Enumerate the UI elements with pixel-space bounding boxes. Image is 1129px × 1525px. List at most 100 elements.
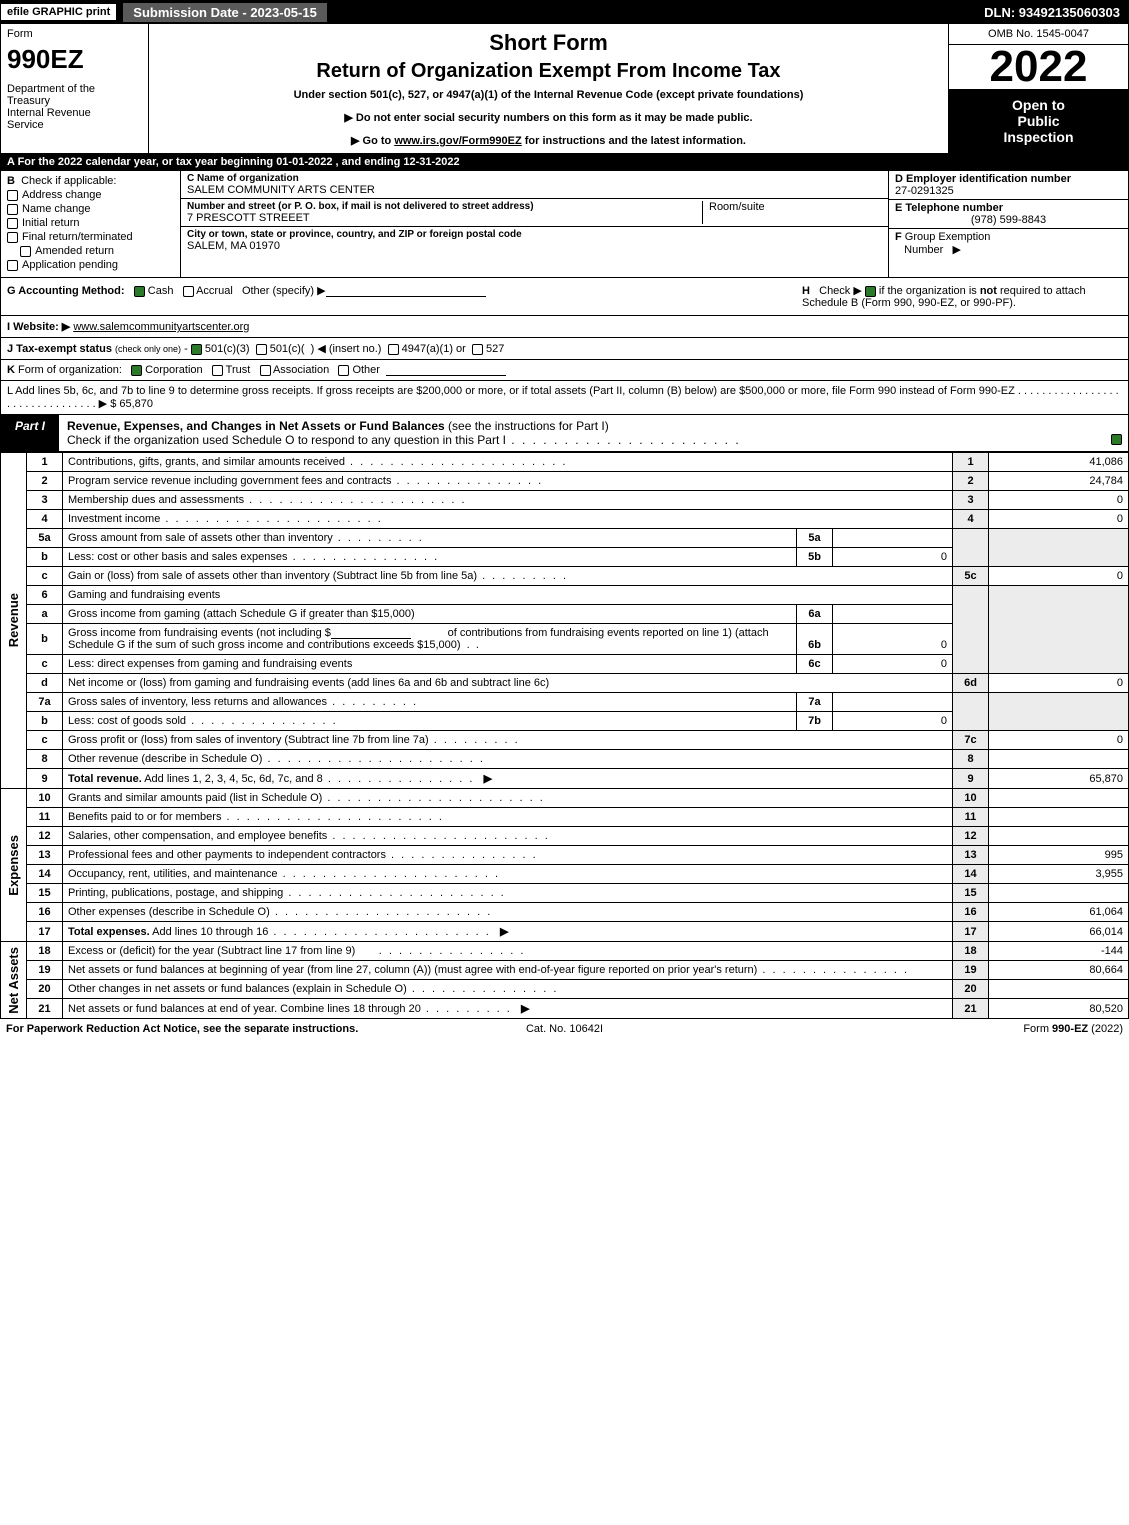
l7c-desc: Gross profit or (loss) from sales of inv… xyxy=(68,734,429,746)
l11-num: 11 xyxy=(27,808,63,827)
l1-rn: 1 xyxy=(953,453,989,472)
d-ein-value: 27-0291325 xyxy=(895,185,1122,197)
l10-rn: 10 xyxy=(953,789,989,808)
chk-part1-scheduleo[interactable] xyxy=(1111,434,1122,445)
l13-desc: Professional fees and other payments to … xyxy=(68,849,386,861)
irs-link[interactable]: www.irs.gov/Form990EZ xyxy=(394,135,521,147)
l6c-num: c xyxy=(27,655,63,674)
b-label: Check if applicable: xyxy=(21,175,116,187)
part1-tab: Part I xyxy=(1,415,59,451)
form-number: 990EZ xyxy=(7,44,142,75)
opt-address-change: Address change xyxy=(22,189,102,201)
chk-4947[interactable] xyxy=(388,344,399,355)
l5c-desc: Gain or (loss) from sale of assets other… xyxy=(68,570,477,582)
l3-desc: Membership dues and assessments xyxy=(68,494,244,506)
l18-num: 18 xyxy=(27,942,63,961)
chk-name-change[interactable] xyxy=(7,204,18,215)
l8-amt xyxy=(989,750,1129,769)
form-header: Form 990EZ Department of theTreasuryInte… xyxy=(0,24,1129,154)
l21-desc: Net assets or fund balances at end of ye… xyxy=(68,1003,421,1015)
l13-num: 13 xyxy=(27,846,63,865)
chk-amended-return[interactable] xyxy=(20,246,31,257)
l6c-sub: 6c xyxy=(797,655,833,674)
open-to-public: Open toPublicInspection xyxy=(949,89,1128,153)
l6a-subval xyxy=(833,605,953,624)
website-link[interactable]: www.salemcommunityartscenter.org xyxy=(73,321,249,333)
l2-num: 2 xyxy=(27,472,63,491)
col-def: D Employer identification number 27-0291… xyxy=(888,171,1128,277)
l8-desc: Other revenue (describe in Schedule O) xyxy=(68,753,262,765)
e-phone-value: (978) 599-8843 xyxy=(895,214,1122,226)
chk-corp[interactable] xyxy=(131,365,142,376)
l13-amt: 995 xyxy=(989,846,1129,865)
chk-assoc[interactable] xyxy=(260,365,271,376)
c-city-label: City or town, state or province, country… xyxy=(187,229,522,240)
e-phone-label: E Telephone number xyxy=(895,202,1122,214)
l4-rn: 4 xyxy=(953,510,989,529)
l7b-num: b xyxy=(27,712,63,731)
l5b-sub: 5b xyxy=(797,548,833,567)
note-goto: ▶ Go to www.irs.gov/Form990EZ for instru… xyxy=(159,134,938,147)
chk-application-pending[interactable] xyxy=(7,260,18,271)
l13-rn: 13 xyxy=(953,846,989,865)
l5b-num: b xyxy=(27,548,63,567)
footer-right: Form 990-EZ (2022) xyxy=(751,1023,1123,1035)
l14-desc: Occupancy, rent, utilities, and maintena… xyxy=(68,868,278,880)
l16-rn: 16 xyxy=(953,903,989,922)
g-accrual: Accrual xyxy=(196,285,233,297)
chk-trust[interactable] xyxy=(212,365,223,376)
chk-527[interactable] xyxy=(472,344,483,355)
expenses-vlabel: Expenses xyxy=(6,835,21,896)
l3-amt: 0 xyxy=(989,491,1129,510)
g-other-blank[interactable] xyxy=(326,285,486,297)
chk-accrual[interactable] xyxy=(183,286,194,297)
l20-rn: 20 xyxy=(953,980,989,999)
header-left: Form 990EZ Department of theTreasuryInte… xyxy=(1,24,149,153)
l10-num: 10 xyxy=(27,789,63,808)
row-l-receipts: L Add lines 5b, 6c, and 7b to line 9 to … xyxy=(0,381,1129,415)
l2-rn: 2 xyxy=(953,472,989,491)
d-ein-label: D Employer identification number xyxy=(895,173,1122,185)
l6-num: 6 xyxy=(27,586,63,605)
page-footer: For Paperwork Reduction Act Notice, see … xyxy=(0,1019,1129,1039)
col-c-org: C Name of organization SALEM COMMUNITY A… xyxy=(181,171,888,277)
l18-desc: Excess or (deficit) for the year (Subtra… xyxy=(68,945,355,957)
l16-amt: 61,064 xyxy=(989,903,1129,922)
l7a-desc: Gross sales of inventory, less returns a… xyxy=(68,696,327,708)
l6a-desc: Gross income from gaming (attach Schedul… xyxy=(63,605,797,624)
chk-501c[interactable] xyxy=(256,344,267,355)
l7b-sub: 7b xyxy=(797,712,833,731)
h-check: H Check ▶ if the organization is not req… xyxy=(802,284,1122,309)
l12-amt xyxy=(989,827,1129,846)
chk-h[interactable] xyxy=(865,286,876,297)
l20-amt xyxy=(989,980,1129,999)
l16-num: 16 xyxy=(27,903,63,922)
l12-num: 12 xyxy=(27,827,63,846)
l11-desc: Benefits paid to or for members xyxy=(68,811,221,823)
footer-left: For Paperwork Reduction Act Notice, see … xyxy=(6,1023,378,1035)
chk-501c3[interactable] xyxy=(191,344,202,355)
l7a-sub: 7a xyxy=(797,693,833,712)
chk-cash[interactable] xyxy=(134,286,145,297)
l4-num: 4 xyxy=(27,510,63,529)
l21-rn: 21 xyxy=(953,999,989,1019)
chk-other-org[interactable] xyxy=(338,365,349,376)
l2-desc: Program service revenue including govern… xyxy=(68,475,391,487)
l12-desc: Salaries, other compensation, and employ… xyxy=(68,830,327,842)
l5b-desc: Less: cost or other basis and sales expe… xyxy=(68,551,288,563)
opt-name-change: Name change xyxy=(22,203,91,215)
l6d-num: d xyxy=(27,674,63,693)
l7c-rn: 7c xyxy=(953,731,989,750)
l6b-num: b xyxy=(27,624,63,655)
row-g-h: G Accounting Method: Cash Accrual Other … xyxy=(0,278,1129,316)
other-org-blank[interactable] xyxy=(386,364,506,376)
l19-rn: 19 xyxy=(953,961,989,980)
chk-initial-return[interactable] xyxy=(7,218,18,229)
l8-num: 8 xyxy=(27,750,63,769)
l3-num: 3 xyxy=(27,491,63,510)
l15-num: 15 xyxy=(27,884,63,903)
chk-final-return[interactable] xyxy=(7,232,18,243)
l17-amt: 66,014 xyxy=(989,922,1129,942)
chk-address-change[interactable] xyxy=(7,190,18,201)
row-k-orgform: K Form of organization: Corporation Trus… xyxy=(0,360,1129,381)
